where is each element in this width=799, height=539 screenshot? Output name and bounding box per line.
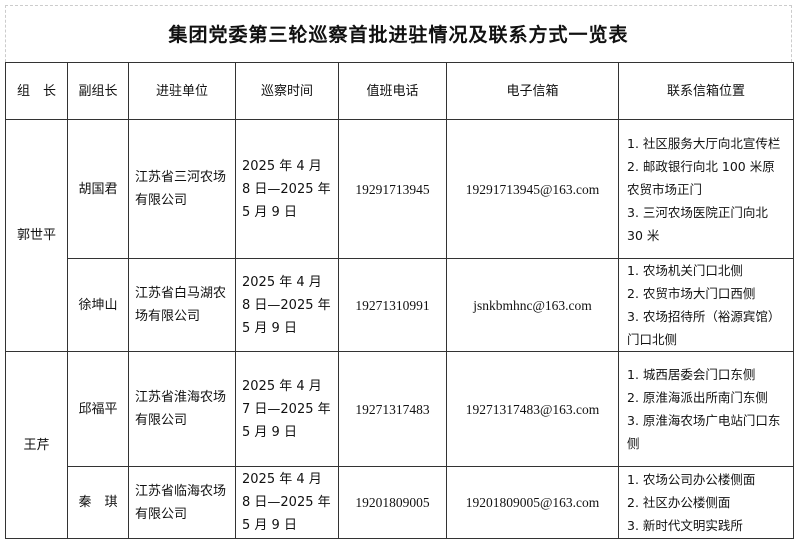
time-cell: 2025 年 4 月 8 日—2025 年 5 月 9 日: [235, 119, 339, 259]
time-cell: 2025 年 4 月 8 日—2025 年 5 月 9 日: [235, 466, 339, 539]
header-row: 组 长 副组长 进驻单位 巡察时间 值班电话 电子信箱 联系信箱位置: [5, 62, 794, 120]
unit-cell: 江苏省三河农场有限公司: [128, 119, 236, 259]
header-deputy: 副组长: [67, 62, 129, 120]
leader-cell: 王芹: [5, 351, 68, 539]
page-title: 集团党委第三轮巡察首批进驻情况及联系方式一览表: [168, 24, 629, 46]
time-cell: 2025 年 4 月 7 日—2025 年 5 月 9 日: [235, 351, 339, 467]
table-row: 秦 琪 江苏省临海农场有限公司 2025 年 4 月 8 日—2025 年 5 …: [6, 466, 794, 539]
unit-cell: 江苏省淮海农场有限公司: [128, 351, 236, 467]
phone-cell: 19201809005: [338, 466, 447, 539]
location-cell: 1. 农场公司办公楼侧面 2. 社区办公楼侧面 3. 新时代文明实践所: [618, 466, 794, 539]
phone-cell: 19271317483: [338, 351, 447, 467]
location-item: 3. 新时代文明实践所: [627, 518, 743, 533]
table-row: 郭世平 胡国君 江苏省三河农场有限公司 2025 年 4 月 8 日—2025 …: [5, 119, 794, 352]
time-cell: 2025 年 4 月 8 日—2025 年 5 月 9 日: [235, 258, 339, 352]
location-item: 1. 农场公司办公楼侧面: [627, 472, 756, 487]
header-leader: 组 长: [5, 62, 68, 120]
location-cell: 1. 社区服务大厅向北宣传栏 2. 邮政银行向北 100 米原农贸市场正门 3.…: [618, 119, 794, 259]
location-item: 1. 城西居委会门口东侧: [627, 367, 756, 382]
header-email: 电子信箱: [446, 62, 619, 120]
location-item: 3. 农场招待所（裕源宾馆）门口北侧: [627, 309, 781, 347]
location-item: 3. 三河农场医院正门向北 30 米: [627, 204, 768, 243]
header-location: 联系信箱位置: [618, 62, 794, 120]
header-phone: 值班电话: [338, 62, 447, 120]
contact-table: 组 长 副组长 进驻单位 巡察时间 值班电话 电子信箱 联系信箱位置 郭世平 胡…: [5, 62, 794, 539]
table-row: 徐坤山 江苏省白马湖农场有限公司 2025 年 4 月 8 日—2025 年 5…: [6, 258, 794, 352]
location-item: 2. 邮政银行向北 100 米原农贸市场正门: [627, 158, 775, 197]
location-item: 1. 社区服务大厅向北宣传栏: [627, 135, 781, 151]
header-unit: 进驻单位: [128, 62, 236, 120]
deputy-cell: 胡国君: [67, 119, 129, 259]
phone-cell: 19271310991: [338, 258, 447, 352]
location-item: 2. 原淮海派出所南门东侧: [627, 390, 768, 405]
phone-cell: 19291713945: [338, 119, 447, 259]
deputy-cell: 徐坤山: [67, 258, 129, 352]
email-cell[interactable]: 19291713945@163.com: [446, 119, 619, 259]
location-cell: 1. 农场机关门口北侧 2. 农贸市场大门口西侧 3. 农场招待所（裕源宾馆）门…: [618, 258, 794, 352]
location-item: 2. 社区办公楼侧面: [627, 495, 731, 510]
email-cell[interactable]: 19271317483@163.com: [446, 351, 619, 467]
email-cell[interactable]: 19201809005@163.com: [446, 466, 619, 539]
location-item: 1. 农场机关门口北侧: [627, 263, 743, 278]
location-item: 2. 农贸市场大门口西侧: [627, 286, 756, 301]
deputy-cell: 邱福平: [67, 351, 129, 467]
location-cell: 1. 城西居委会门口东侧 2. 原淮海派出所南门东侧 3. 原淮海农场广电站门口…: [618, 351, 794, 467]
email-cell[interactable]: jsnkbmhnc@163.com: [446, 258, 619, 352]
leader-cell: 郭世平: [5, 119, 68, 352]
deputy-cell: 秦 琪: [67, 466, 129, 539]
location-item: 3. 原淮海农场广电站门口东侧: [627, 413, 781, 451]
table-row: 王芹 邱福平 江苏省淮海农场有限公司 2025 年 4 月 7 日—2025 年…: [5, 351, 794, 539]
header-time: 巡察时间: [235, 62, 339, 120]
unit-cell: 江苏省临海农场有限公司: [128, 466, 236, 539]
title-area: 集团党委第三轮巡察首批进驻情况及联系方式一览表: [5, 5, 792, 62]
unit-cell: 江苏省白马湖农场有限公司: [128, 258, 236, 352]
